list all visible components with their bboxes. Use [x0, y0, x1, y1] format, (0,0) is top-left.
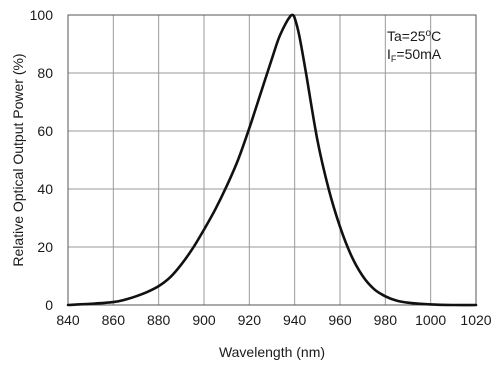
- y-axis-label: Relative Optical Output Power (%): [10, 53, 26, 266]
- current-annotation: IF=50mA: [387, 46, 442, 64]
- spectrum-curve: [66, 13, 478, 307]
- x-tick-label: 960: [328, 312, 352, 328]
- x-tick-label: 940: [283, 312, 307, 328]
- current-value: =50mA: [396, 46, 441, 62]
- y-tick-label: 0: [45, 297, 53, 313]
- y-tick-label: 80: [37, 65, 53, 81]
- x-axis-label: Wavelength (nm): [219, 344, 325, 360]
- x-tick-label: 860: [102, 312, 126, 328]
- x-tick-label: 980: [374, 312, 398, 328]
- tick-labels: 840 860 880 900 920 940 960 980 1000 1020 0 20 40 60 8…: [30, 7, 492, 328]
- y-tick-label: 100: [30, 7, 54, 23]
- y-tick-label: 40: [37, 181, 53, 197]
- plot-frame: [67, 14, 477, 306]
- temperature-unit: C: [431, 28, 441, 44]
- y-tick-label: 20: [37, 239, 53, 255]
- current-subscript: F: [391, 54, 397, 64]
- y-tick-label: 60: [37, 123, 53, 139]
- series-layer: [66, 13, 478, 307]
- x-tick-label: 880: [147, 312, 171, 328]
- degree-symbol: o: [426, 28, 432, 39]
- current-symbol: I: [387, 46, 391, 62]
- temperature-prefix: Ta=25: [387, 28, 426, 44]
- x-tick-label: 840: [56, 312, 80, 328]
- x-tick-label: 920: [238, 312, 262, 328]
- x-tick-label: 900: [192, 312, 216, 328]
- x-tick-label: 1000: [415, 312, 446, 328]
- temperature-annotation: Ta=25oC: [387, 28, 441, 44]
- x-tick-label: 1020: [460, 312, 491, 328]
